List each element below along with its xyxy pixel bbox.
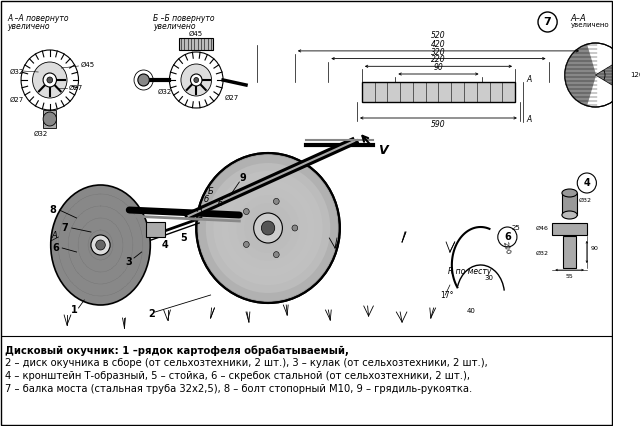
Text: А–А: А–А xyxy=(570,14,586,23)
Text: Ø32: Ø32 xyxy=(158,89,172,95)
Text: 9: 9 xyxy=(240,173,246,183)
Bar xyxy=(362,82,515,102)
Text: 1: 1 xyxy=(71,305,78,315)
Text: б: б xyxy=(218,199,223,208)
Text: 30: 30 xyxy=(484,275,493,281)
Circle shape xyxy=(43,112,56,126)
Circle shape xyxy=(236,195,300,261)
Text: Ø32: Ø32 xyxy=(33,131,48,137)
Text: А –А повернуто: А –А повернуто xyxy=(8,14,69,23)
Text: 6: 6 xyxy=(52,243,59,253)
Bar xyxy=(552,223,587,235)
Text: R по месту: R по месту xyxy=(448,268,492,276)
Circle shape xyxy=(565,43,626,107)
Text: Ø32: Ø32 xyxy=(536,250,548,256)
Circle shape xyxy=(196,153,340,303)
Text: 90: 90 xyxy=(591,245,598,250)
Text: Б: Б xyxy=(208,187,214,196)
Circle shape xyxy=(273,252,279,258)
Text: V: V xyxy=(378,144,388,156)
Text: увеличено: увеличено xyxy=(153,22,196,31)
Bar xyxy=(43,110,56,128)
Circle shape xyxy=(198,155,338,301)
Ellipse shape xyxy=(562,189,577,197)
Text: 4 – кронштейн Т-образный, 5 – стойка, 6 – скребок стальной (от сельхозтехники, 2: 4 – кронштейн Т-образный, 5 – стойка, 6 … xyxy=(4,371,470,381)
Text: 420: 420 xyxy=(431,40,445,49)
Bar xyxy=(563,236,576,268)
Circle shape xyxy=(253,213,282,243)
Text: 17°: 17° xyxy=(440,291,454,300)
Text: Ø32: Ø32 xyxy=(579,198,592,202)
Text: Ø27: Ø27 xyxy=(225,95,239,101)
Circle shape xyxy=(292,225,298,231)
Text: 2: 2 xyxy=(148,309,155,319)
Text: 40: 40 xyxy=(467,308,476,314)
Text: Б –Б повернуто: Б –Б повернуто xyxy=(153,14,214,23)
Text: б: б xyxy=(204,196,209,204)
Circle shape xyxy=(194,78,198,83)
Circle shape xyxy=(138,74,149,86)
Circle shape xyxy=(221,179,315,277)
Circle shape xyxy=(228,187,307,269)
Text: Ø46: Ø46 xyxy=(536,225,548,230)
Ellipse shape xyxy=(51,185,150,305)
Text: 200: 200 xyxy=(502,241,511,255)
Circle shape xyxy=(243,242,249,248)
Text: А: А xyxy=(196,205,202,215)
Text: 6: 6 xyxy=(504,232,511,242)
Text: 590: 590 xyxy=(431,120,445,129)
Bar xyxy=(562,193,577,215)
Text: 320: 320 xyxy=(431,48,445,57)
Text: 7 – балка моста (стальная труба 32х2,5), 8 – болт стопорный М10, 9 – грядиль-рук: 7 – балка моста (стальная труба 32х2,5),… xyxy=(4,383,472,394)
Circle shape xyxy=(206,163,330,293)
Text: увеличено: увеличено xyxy=(570,22,609,28)
Text: 3: 3 xyxy=(126,257,132,267)
Text: 7: 7 xyxy=(61,223,68,233)
Circle shape xyxy=(252,211,284,245)
Wedge shape xyxy=(595,59,626,91)
Text: 7: 7 xyxy=(544,17,552,27)
Text: 8: 8 xyxy=(49,205,56,215)
Circle shape xyxy=(170,52,223,108)
Text: 120: 120 xyxy=(630,72,640,78)
Text: Ø27: Ø27 xyxy=(10,97,24,103)
Text: А: А xyxy=(52,230,58,239)
Circle shape xyxy=(47,77,52,83)
Circle shape xyxy=(43,73,56,87)
Text: 4: 4 xyxy=(161,240,168,250)
Circle shape xyxy=(243,209,249,215)
Circle shape xyxy=(273,199,279,204)
Text: Дисковый окучник: 1 –рядок картофеля обрабатываемый,: Дисковый окучник: 1 –рядок картофеля обр… xyxy=(4,346,349,357)
Text: 4: 4 xyxy=(584,178,590,188)
Text: Ø45: Ø45 xyxy=(189,31,203,37)
Text: Ø27: Ø27 xyxy=(69,85,83,91)
Circle shape xyxy=(33,62,67,98)
Bar xyxy=(145,222,164,237)
Text: 55: 55 xyxy=(566,274,573,279)
Polygon shape xyxy=(565,44,595,106)
Bar xyxy=(179,38,214,50)
Text: Ø45: Ø45 xyxy=(81,62,95,68)
Text: A: A xyxy=(527,75,532,84)
Circle shape xyxy=(191,74,202,86)
Text: 520: 520 xyxy=(431,31,445,40)
Text: 5: 5 xyxy=(180,233,187,243)
Text: 220: 220 xyxy=(431,55,445,64)
Circle shape xyxy=(91,235,110,255)
Circle shape xyxy=(181,64,212,96)
Circle shape xyxy=(96,240,106,250)
Circle shape xyxy=(244,203,292,253)
Text: 2 – диск окучника в сборе (от сельхозтехники, 2 шт.), 3 – кулак (от сельхозтехни: 2 – диск окучника в сборе (от сельхозтех… xyxy=(4,359,488,368)
Circle shape xyxy=(261,221,275,235)
Text: Ø32: Ø32 xyxy=(10,69,24,75)
Ellipse shape xyxy=(562,211,577,219)
Circle shape xyxy=(21,50,79,110)
Text: A: A xyxy=(527,115,532,124)
Text: увеличено: увеличено xyxy=(8,22,50,31)
Text: 90: 90 xyxy=(433,63,444,72)
Text: 25: 25 xyxy=(511,225,520,231)
Circle shape xyxy=(214,171,323,285)
